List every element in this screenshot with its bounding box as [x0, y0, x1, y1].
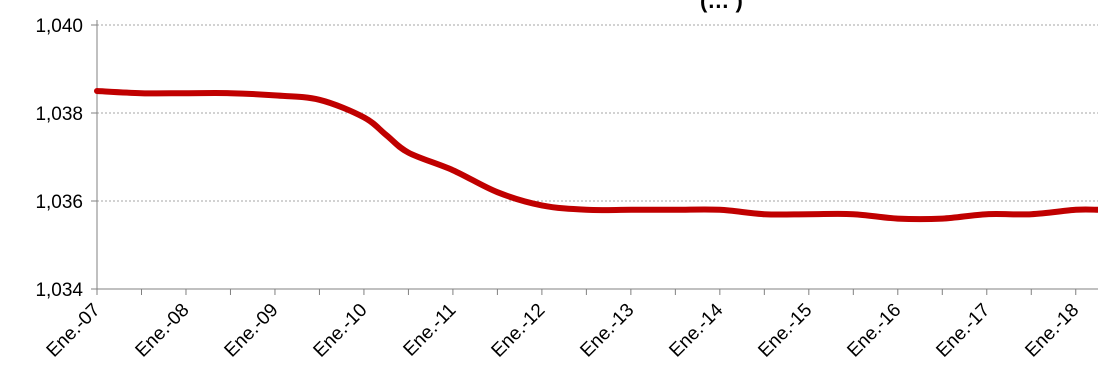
x-tick-label: Ene.-07 — [43, 300, 105, 362]
x-tick-label: Ene.-09 — [221, 300, 283, 362]
x-tick-label: Ene.-10 — [310, 300, 372, 362]
x-tick-label: Ene.-18 — [1021, 300, 1083, 362]
gridlines — [97, 24, 1098, 202]
y-tick-label: 1,040 — [35, 16, 83, 37]
y-tick-label: 1,036 — [35, 192, 83, 213]
y-axis-ticks: 1,034 1,036 1,038 1,040 — [35, 16, 97, 301]
y-tick-label: 1,034 — [35, 280, 83, 301]
x-tick-label: Ene.-14 — [665, 299, 727, 361]
chart-title: (… ) — [700, 0, 743, 13]
series-group — [94, 88, 1098, 223]
x-tick-label: Ene.-12 — [488, 300, 550, 362]
series-line — [94, 88, 1098, 223]
x-tick-label: Ene.-15 — [754, 300, 816, 362]
axes — [96, 20, 1098, 290]
x-axis-ticks: Ene.-07 Ene.-08 Ene.-09 Ene.-10 Ene.-11 Ene.-… — [43, 289, 1083, 362]
x-tick-label: Ene.-11 — [400, 300, 461, 361]
x-tick-label: Ene.-17 — [932, 300, 994, 362]
x-tick-label: Ene.-16 — [843, 300, 905, 362]
x-tick-label: Ene.-08 — [132, 300, 194, 362]
y-tick-label: 1,038 — [35, 104, 83, 125]
x-tick-label: Ene.-13 — [576, 300, 638, 362]
